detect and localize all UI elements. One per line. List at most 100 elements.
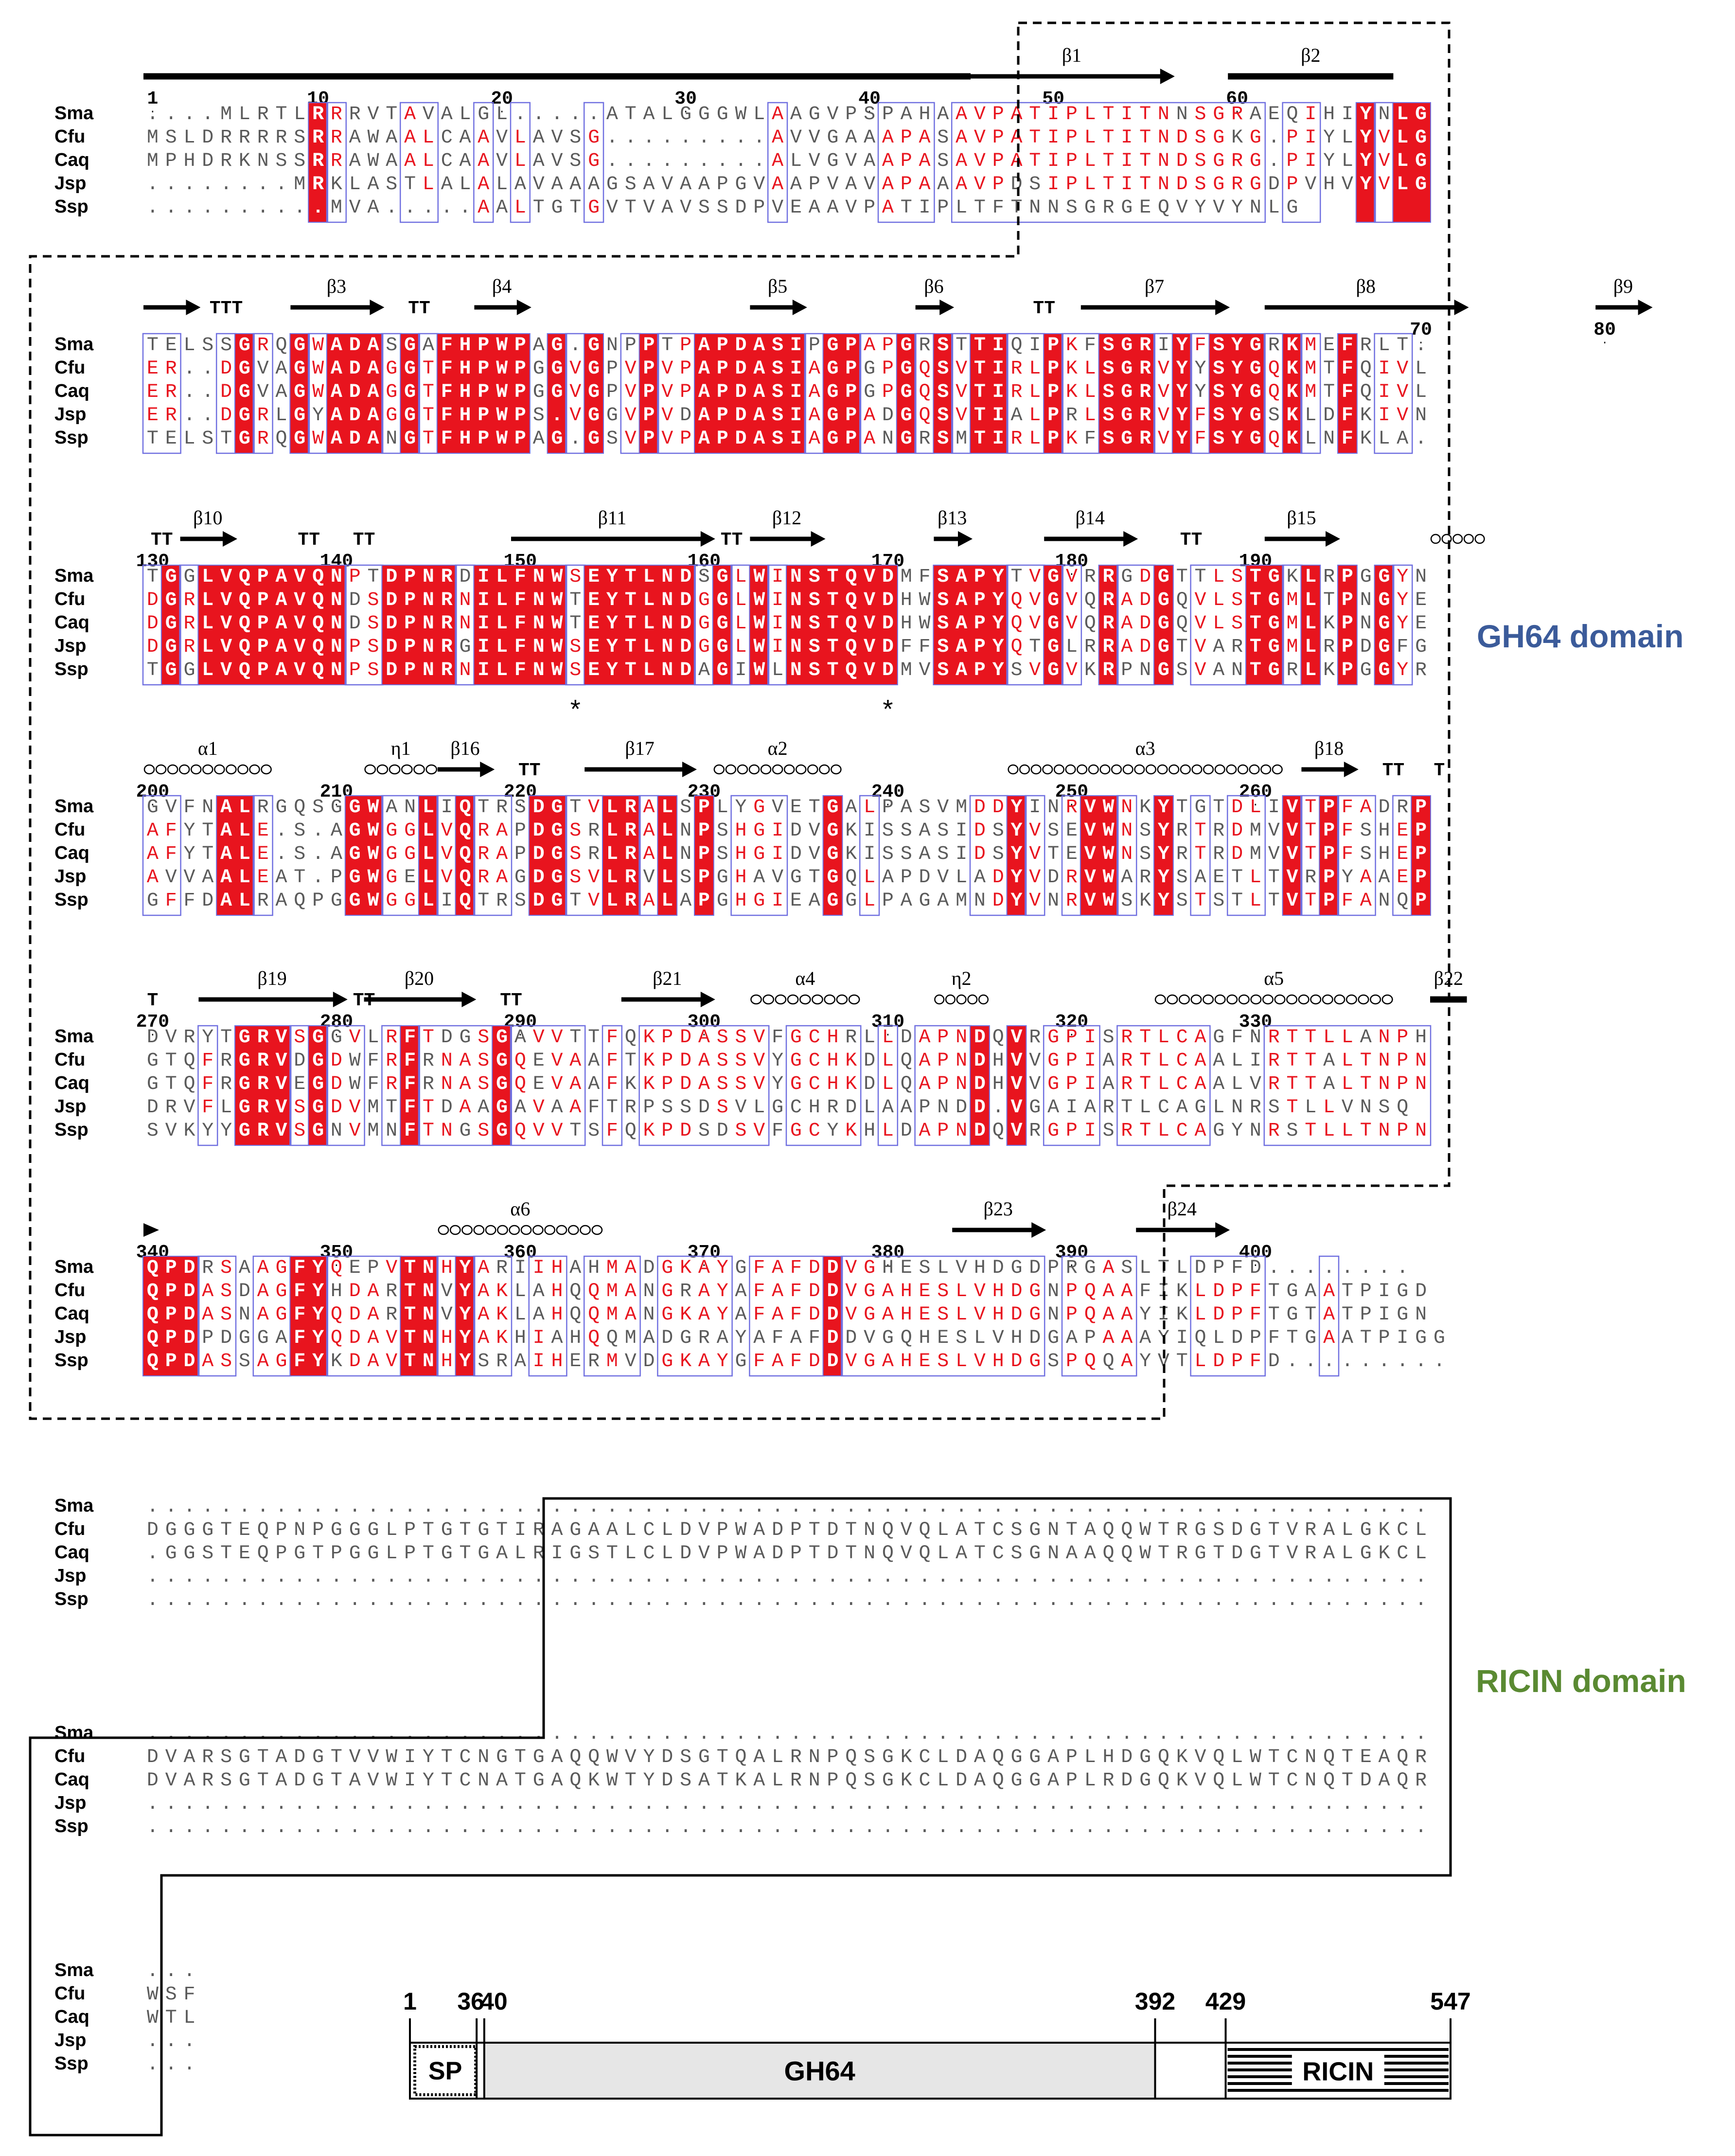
residue: G xyxy=(827,127,838,149)
residue: G xyxy=(827,820,838,842)
residue: Y xyxy=(312,1351,324,1372)
residue: D xyxy=(680,405,691,427)
residue: . xyxy=(1231,1589,1243,1611)
residue: V xyxy=(1286,890,1298,912)
residue: R xyxy=(257,1073,269,1095)
residue: . xyxy=(165,1960,177,1982)
residue: L xyxy=(882,1073,894,1095)
residue: R xyxy=(349,104,361,125)
residue: G xyxy=(551,335,563,356)
similar-column-box xyxy=(252,795,273,916)
residue: T xyxy=(220,1543,232,1565)
residue: F xyxy=(1342,797,1353,819)
residue: T xyxy=(809,797,820,819)
beta-strand-arrowhead xyxy=(1160,69,1175,84)
residue: R xyxy=(827,1097,838,1119)
similar-column-box xyxy=(1300,333,1321,454)
residue: . xyxy=(1323,1351,1335,1372)
residue: . xyxy=(661,1817,673,1838)
residue: A xyxy=(478,1281,489,1302)
residue: . xyxy=(1286,1257,1298,1279)
residue: P xyxy=(845,428,857,450)
residue: T xyxy=(717,1746,728,1768)
species-label: Cfu xyxy=(54,1280,85,1301)
residue: V xyxy=(569,405,581,427)
residue: A xyxy=(956,1519,967,1541)
residue: H xyxy=(827,1050,838,1072)
residue: G xyxy=(827,867,838,889)
residue: Q xyxy=(1213,1770,1224,1792)
residue: R xyxy=(165,358,177,380)
residue: T xyxy=(1139,150,1151,172)
residue: Q xyxy=(901,1050,912,1072)
residue: A xyxy=(698,335,710,356)
residue: P xyxy=(1066,104,1078,125)
residue: V xyxy=(588,867,600,889)
residue: D xyxy=(533,820,545,842)
residue: S xyxy=(901,843,912,865)
residue: A xyxy=(698,1351,710,1372)
residue: N xyxy=(1305,1770,1316,1792)
residue: I xyxy=(1121,127,1133,149)
residue: D xyxy=(974,797,986,819)
residue: . xyxy=(478,1496,489,1518)
residue: G xyxy=(1250,428,1261,450)
residue: D xyxy=(956,1770,967,1792)
residue: G xyxy=(1213,174,1224,196)
residue: Y xyxy=(606,566,618,588)
residue: I xyxy=(1084,1050,1096,1072)
residue: E xyxy=(1268,104,1280,125)
residue: Q xyxy=(1360,358,1372,380)
residue: R xyxy=(220,127,232,149)
position-dot: . xyxy=(1252,797,1258,809)
residue: G xyxy=(901,358,912,380)
residue: . xyxy=(459,197,471,219)
residue: T xyxy=(331,1746,342,1768)
residue: G xyxy=(827,405,838,427)
residue: . xyxy=(1158,1589,1169,1611)
residue: . xyxy=(331,1817,342,1838)
residue: E xyxy=(588,636,600,658)
residue: . xyxy=(514,1589,526,1611)
residue: . xyxy=(717,1566,728,1588)
residue: G xyxy=(1047,659,1059,681)
residue: G xyxy=(661,1257,673,1279)
residue: S xyxy=(1268,1097,1280,1119)
residue: V xyxy=(845,150,857,172)
residue: L xyxy=(643,589,655,611)
residue: S xyxy=(367,659,379,681)
residue: . xyxy=(1342,1723,1353,1745)
residue: D xyxy=(1231,797,1243,819)
structure-label: η1 xyxy=(391,737,411,759)
residue: A xyxy=(919,1120,930,1142)
residue: . xyxy=(643,1566,655,1588)
residue: L xyxy=(496,104,508,125)
residue: D xyxy=(294,1050,305,1072)
residue: . xyxy=(606,150,618,172)
residue: T xyxy=(827,613,838,635)
residue: D xyxy=(147,1519,159,1541)
residue: A xyxy=(478,150,489,172)
residue: V xyxy=(220,659,232,681)
residue: P xyxy=(1066,1050,1078,1072)
residue: . xyxy=(1323,1723,1335,1745)
residue: P xyxy=(404,613,416,635)
residue: D xyxy=(735,358,746,380)
residue: F xyxy=(1250,1304,1261,1326)
residue: S xyxy=(698,197,710,219)
residue: K xyxy=(496,1327,508,1349)
residue: G xyxy=(459,636,471,658)
residue: A xyxy=(551,174,563,196)
residue: S xyxy=(1029,174,1041,196)
residue: R xyxy=(331,104,342,125)
residue: E xyxy=(239,1519,250,1541)
residue: . xyxy=(717,1817,728,1838)
residue: A xyxy=(569,1257,581,1279)
residue: D xyxy=(772,1519,783,1541)
residue: L xyxy=(643,613,655,635)
